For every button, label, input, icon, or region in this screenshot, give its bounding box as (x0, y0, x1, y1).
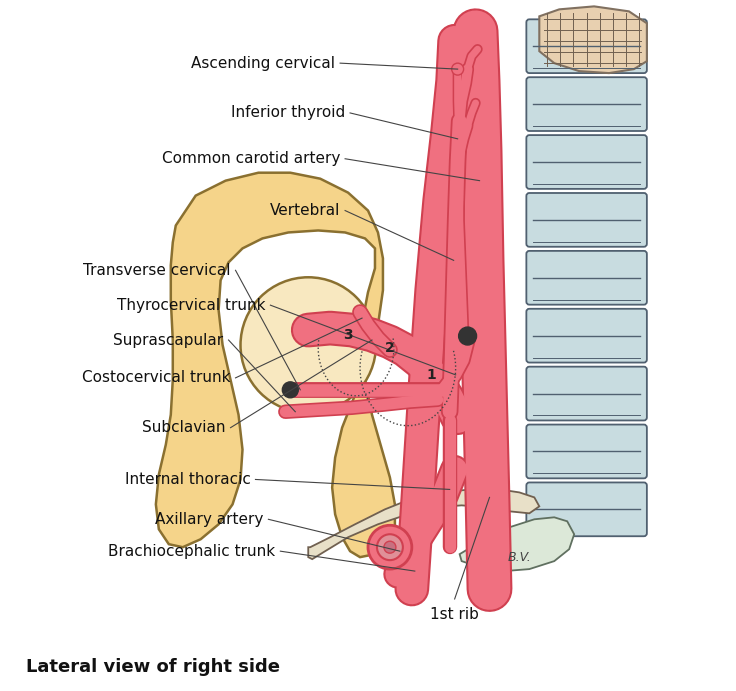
Text: Lateral view of right side: Lateral view of right side (26, 658, 280, 676)
FancyBboxPatch shape (526, 193, 647, 247)
Text: Common carotid artery: Common carotid artery (162, 151, 340, 167)
FancyBboxPatch shape (526, 135, 647, 189)
FancyBboxPatch shape (526, 19, 647, 73)
FancyBboxPatch shape (526, 251, 647, 305)
FancyBboxPatch shape (526, 482, 647, 536)
Text: Transverse cervical: Transverse cervical (83, 263, 230, 278)
FancyBboxPatch shape (526, 424, 647, 478)
Text: Axillary artery: Axillary artery (155, 512, 263, 527)
Text: 2: 2 (385, 341, 394, 355)
Text: 1: 1 (427, 368, 436, 382)
Text: Brachiocephalic trunk: Brachiocephalic trunk (108, 544, 275, 558)
FancyBboxPatch shape (526, 367, 647, 420)
Text: Suprascapular: Suprascapular (113, 332, 224, 348)
Polygon shape (459, 518, 574, 571)
Text: 1st rib: 1st rib (431, 607, 479, 622)
Circle shape (368, 525, 412, 569)
Text: 3: 3 (343, 328, 353, 342)
Circle shape (452, 63, 464, 75)
Text: Internal thoracic: Internal thoracic (124, 472, 250, 487)
Polygon shape (308, 489, 539, 559)
Text: Vertebral: Vertebral (269, 203, 340, 218)
Circle shape (384, 541, 396, 553)
Polygon shape (539, 6, 647, 73)
Text: Thyrocervical trunk: Thyrocervical trunk (117, 298, 266, 312)
Circle shape (459, 327, 477, 345)
FancyBboxPatch shape (526, 309, 647, 363)
Circle shape (283, 382, 298, 398)
Text: Subclavian: Subclavian (142, 420, 225, 435)
Circle shape (241, 277, 376, 413)
Circle shape (377, 534, 403, 560)
FancyBboxPatch shape (526, 77, 647, 131)
Polygon shape (156, 173, 395, 557)
Text: Costocervical trunk: Costocervical trunk (82, 370, 230, 386)
Text: B.V.: B.V. (508, 551, 531, 564)
Text: Ascending cervical: Ascending cervical (191, 56, 335, 70)
Text: Inferior thyroid: Inferior thyroid (231, 106, 345, 120)
